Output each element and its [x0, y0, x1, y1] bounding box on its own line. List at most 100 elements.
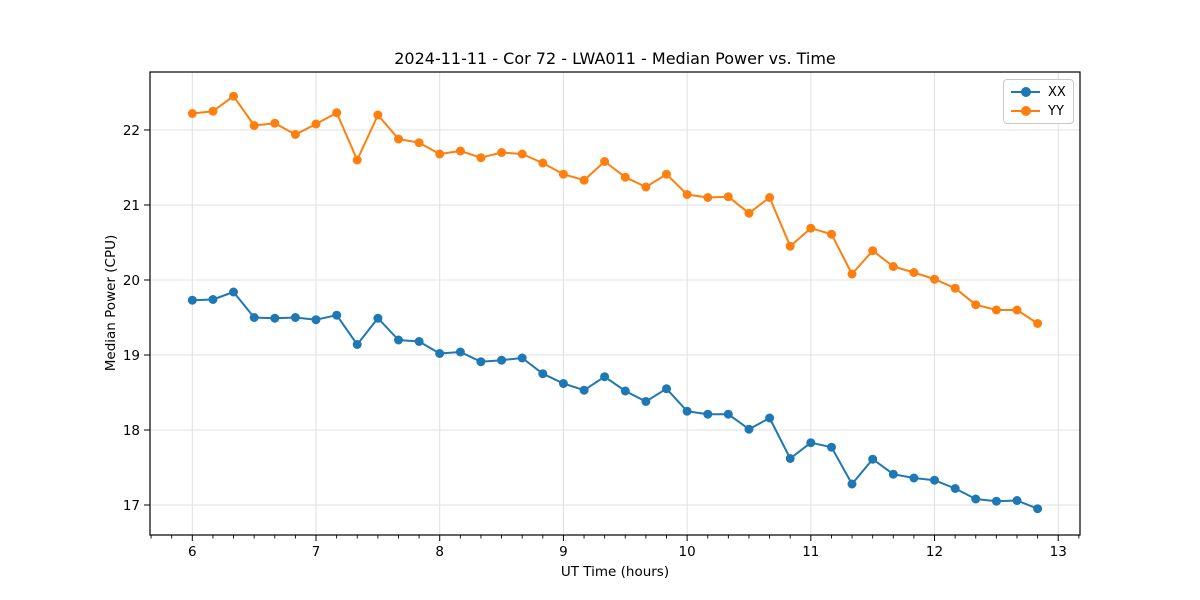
y-tick-label: 22 — [123, 123, 140, 139]
data-point-xx — [538, 369, 548, 379]
data-point-yy — [971, 300, 981, 310]
data-point-yy — [332, 108, 342, 118]
data-point-xx — [827, 442, 836, 452]
data-point-xx — [806, 438, 816, 448]
data-point-xx — [352, 340, 362, 349]
data-point-xx — [744, 424, 754, 434]
data-point-xx — [930, 475, 939, 485]
data-point-yy — [930, 274, 939, 284]
data-point-xx — [868, 454, 878, 464]
legend-label-xx: XX — [1048, 84, 1066, 100]
x-tick-label: 12 — [926, 544, 943, 560]
data-point-xx — [476, 357, 486, 367]
data-point-xx — [703, 409, 713, 419]
data-point-yy — [187, 109, 197, 118]
data-point-xx — [270, 313, 280, 323]
data-point-yy — [909, 268, 919, 277]
data-point-yy — [538, 158, 548, 168]
data-point-yy — [1012, 305, 1022, 315]
data-point-yy — [785, 241, 795, 251]
data-point-yy — [662, 169, 671, 179]
x-tick-label: 6 — [188, 544, 197, 560]
data-point-yy — [723, 192, 733, 202]
data-point-yy — [847, 269, 857, 279]
series-xx — [187, 287, 1043, 514]
y-tick-label: 21 — [123, 198, 140, 214]
data-point-yy — [868, 246, 878, 256]
data-point-yy — [249, 121, 259, 130]
x-axis-label: UT Time (hours) — [560, 564, 670, 580]
data-point-yy — [373, 110, 383, 120]
x-tick-label: 9 — [559, 544, 568, 560]
data-point-yy — [497, 148, 507, 157]
data-point-yy — [290, 130, 300, 139]
data-point-yy — [682, 190, 692, 199]
data-point-xx — [765, 413, 775, 423]
data-point-xx — [187, 295, 197, 305]
data-point-xx — [394, 335, 403, 345]
legend-marker-icon — [1020, 106, 1031, 116]
data-point-xx — [991, 496, 1001, 506]
data-point-xx — [971, 494, 981, 504]
x-tick-label: 8 — [435, 544, 444, 560]
legend-entry-xx: XX — [1011, 83, 1066, 101]
data-point-xx — [847, 479, 857, 489]
data-point-yy — [1033, 319, 1043, 328]
data-point-xx — [497, 355, 507, 365]
data-point-yy — [229, 91, 238, 101]
data-point-yy — [744, 208, 754, 218]
data-point-xx — [373, 313, 383, 323]
data-point-yy — [517, 149, 527, 159]
data-point-xx — [414, 337, 424, 346]
data-point-xx — [579, 385, 589, 395]
data-point-yy — [579, 175, 589, 185]
x-ticks: 6 7 8 9 10 11 12 13 — [188, 535, 1067, 560]
data-point-yy — [394, 134, 403, 144]
data-point-xx — [888, 469, 898, 479]
data-point-yy — [806, 223, 816, 233]
data-point-yy — [703, 193, 713, 202]
data-point-xx — [332, 310, 342, 320]
data-point-xx — [229, 287, 238, 297]
data-point-yy — [600, 157, 610, 166]
x-tick-label: 7 — [312, 544, 321, 560]
data-point-yy — [888, 262, 898, 271]
data-point-xx — [1033, 504, 1043, 514]
data-point-xx — [311, 315, 321, 325]
legend-line-sample-yy — [1011, 106, 1040, 116]
legend-entry-yy: YY — [1011, 102, 1066, 120]
data-point-xx — [455, 347, 465, 357]
data-point-xx — [249, 313, 259, 322]
data-point-yy — [270, 118, 280, 128]
data-point-yy — [208, 106, 218, 116]
data-point-yy — [311, 119, 321, 129]
x-tick-label: 10 — [679, 544, 696, 560]
series-yy — [187, 91, 1043, 328]
data-point-yy — [435, 149, 445, 159]
data-point-yy — [950, 283, 960, 293]
data-point-xx — [785, 454, 795, 463]
data-point-yy — [620, 172, 630, 182]
plot-border — [149, 71, 1081, 536]
data-point-xx — [909, 473, 919, 483]
legend: XX YY — [1003, 79, 1074, 124]
data-point-yy — [827, 229, 836, 239]
y-ticks: 17 18 19 20 21 22 — [123, 123, 150, 514]
data-point-yy — [558, 169, 568, 179]
data-point-xx — [290, 313, 300, 322]
data-point-xx — [517, 353, 527, 363]
data-point-yy — [414, 138, 424, 148]
chart-title: 2024-11-11 - Cor 72 - LWA011 - Median Po… — [394, 49, 836, 68]
legend-label-yy: YY — [1048, 103, 1064, 119]
y-tick-label: 19 — [123, 348, 140, 364]
legend-line-sample-xx — [1011, 87, 1040, 97]
data-point-yy — [352, 155, 362, 165]
data-point-xx — [208, 295, 218, 304]
y-tick-label: 18 — [123, 423, 140, 439]
data-point-yy — [476, 153, 486, 163]
data-point-xx — [435, 349, 445, 358]
gridlines — [150, 72, 1080, 535]
data-point-yy — [455, 146, 465, 156]
data-point-xx — [558, 379, 568, 388]
